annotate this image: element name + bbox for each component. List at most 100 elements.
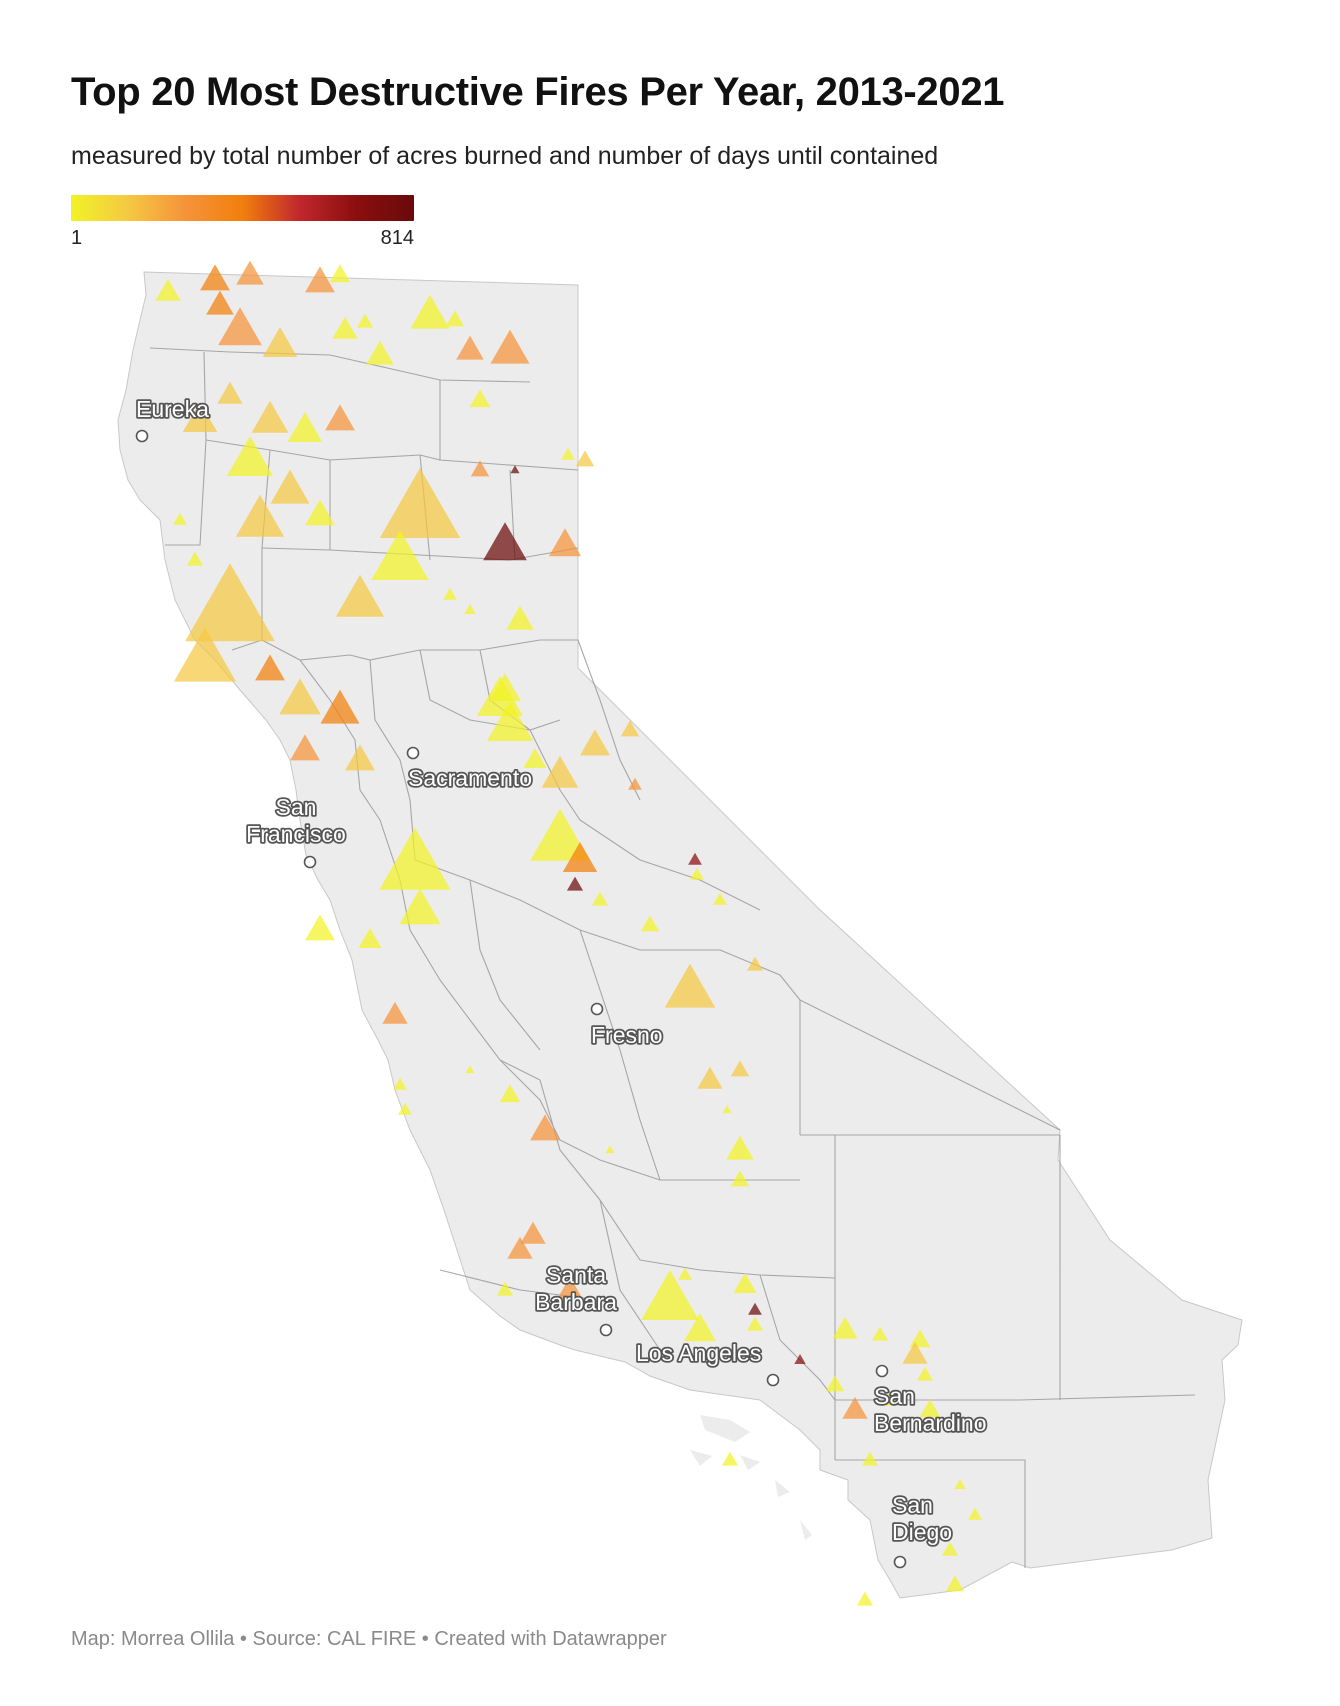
fire-marker xyxy=(605,1145,615,1154)
fire-marker xyxy=(358,928,382,948)
city-label-line: Barbara xyxy=(535,1289,617,1315)
city-dot xyxy=(766,1373,780,1387)
fire-marker xyxy=(541,755,579,788)
fire-marker xyxy=(456,335,484,360)
city-dot xyxy=(599,1323,613,1337)
city-label-line: Fresno xyxy=(591,1022,663,1048)
fire-marker xyxy=(200,264,230,291)
fire-marker xyxy=(562,842,598,872)
city-label: Santa Barbara xyxy=(535,1262,617,1315)
fire-marker xyxy=(721,1451,739,1466)
fire-marker xyxy=(305,266,335,293)
city-label: Fresno xyxy=(591,1022,663,1048)
fire-marker xyxy=(305,914,335,941)
fire-marker xyxy=(470,460,490,477)
city-label: Los Angeles xyxy=(636,1340,761,1366)
city-label-line: Santa xyxy=(546,1262,606,1288)
fire-marker xyxy=(487,701,533,741)
fire-marker xyxy=(523,748,547,768)
legend-min-label: 1 xyxy=(71,227,83,249)
fire-marker xyxy=(641,1270,699,1320)
california-land xyxy=(117,271,1243,1599)
fire-marker xyxy=(575,450,595,467)
fire-marker xyxy=(688,852,702,865)
fire-marker xyxy=(305,499,335,526)
fire-marker xyxy=(490,329,530,364)
fire-marker xyxy=(345,744,375,771)
fire-marker xyxy=(182,402,218,432)
channel-island xyxy=(690,1450,712,1466)
fire-marker xyxy=(746,1316,764,1331)
fire-marker xyxy=(968,1507,982,1520)
fire-marker xyxy=(954,1479,966,1489)
city-label: San Diego xyxy=(892,1492,952,1545)
fire-marker xyxy=(379,827,451,890)
fire-marker xyxy=(881,1391,899,1406)
fire-marker xyxy=(477,676,523,716)
fire-marker xyxy=(185,563,275,642)
city-dot xyxy=(590,1002,604,1016)
fire-marker xyxy=(173,627,237,682)
fire-marker xyxy=(227,436,273,476)
city-label-line: Diego xyxy=(892,1519,952,1545)
fire-marker xyxy=(290,734,320,761)
fire-marker xyxy=(218,307,262,346)
fire-marker xyxy=(329,264,351,283)
legend-max-label: 814 xyxy=(380,227,414,249)
fire-marker xyxy=(371,530,429,580)
fire-marker xyxy=(916,1366,934,1381)
fire-marker xyxy=(861,1451,879,1466)
fire-marker xyxy=(464,604,476,614)
fire-marker xyxy=(726,1135,754,1160)
fire-marker xyxy=(217,381,243,404)
fire-marker xyxy=(722,1105,732,1114)
fire-marker xyxy=(856,1591,874,1606)
fire-marker xyxy=(690,867,704,880)
fire-marker xyxy=(733,1273,757,1293)
fire-marker xyxy=(251,400,289,433)
city-dot xyxy=(303,855,317,869)
fire-marker xyxy=(530,1114,560,1141)
color-legend: 1 814 xyxy=(71,195,414,249)
fire-marker xyxy=(206,290,234,315)
fire-marker xyxy=(580,729,610,756)
city-label: Sacramento xyxy=(408,765,532,791)
fire-marker xyxy=(794,1354,806,1364)
fire-marker xyxy=(561,447,575,460)
city-label: San Bernardino xyxy=(874,1383,987,1436)
city-dot xyxy=(893,1555,907,1569)
fire-marker xyxy=(730,1170,750,1187)
city-label-line: San xyxy=(276,794,317,820)
channel-island xyxy=(700,1415,750,1442)
fire-marker xyxy=(748,1302,762,1315)
fire-marker xyxy=(591,891,609,906)
city-label-line: Bernardino xyxy=(874,1410,987,1436)
fire-marker xyxy=(640,915,660,932)
fire-marker xyxy=(325,404,355,431)
fire-marker xyxy=(262,327,298,357)
fire-marker xyxy=(287,412,323,442)
fire-marker xyxy=(678,1267,692,1280)
fire-marker xyxy=(356,313,374,328)
fire-marker xyxy=(382,1001,408,1024)
city-label: Eureka xyxy=(136,396,209,422)
channel-island xyxy=(800,1520,812,1540)
city-label-line: Los Angeles xyxy=(636,1340,761,1366)
channel-island xyxy=(775,1480,790,1497)
city-label-line: Francisco xyxy=(246,821,346,847)
city-label-line: Eureka xyxy=(136,396,209,422)
fire-marker xyxy=(919,1399,941,1418)
fire-marker xyxy=(548,528,582,557)
fire-marker xyxy=(530,808,590,861)
state-outline xyxy=(117,271,1243,1599)
fire-marker xyxy=(236,260,264,285)
fire-marker xyxy=(379,468,461,538)
fire-marker xyxy=(683,1313,717,1342)
fire-marker xyxy=(465,1065,475,1074)
chart-footer: Map: Morrea Ollila • Source: CAL FIRE • … xyxy=(71,1628,667,1650)
fire-marker xyxy=(410,294,450,329)
fire-marker xyxy=(399,888,441,925)
fire-marker xyxy=(507,1236,533,1259)
fire-marker xyxy=(825,1375,845,1392)
